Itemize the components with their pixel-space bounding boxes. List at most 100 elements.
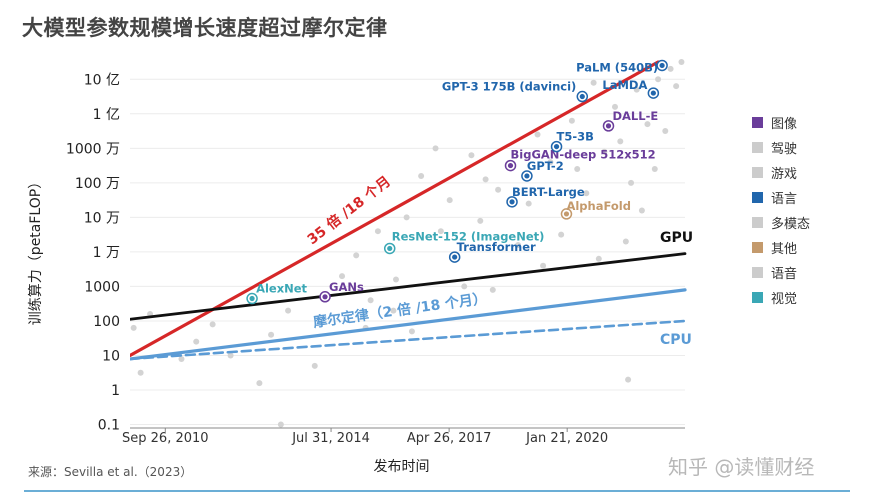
background-point bbox=[461, 283, 468, 290]
background-point bbox=[227, 352, 234, 359]
background-point bbox=[390, 307, 397, 314]
cpu-trend-line bbox=[130, 319, 687, 361]
chart-title: 大模型参数规模增长速度超过摩尔定律 bbox=[22, 16, 388, 40]
background-point bbox=[574, 166, 581, 173]
background-point bbox=[662, 128, 669, 135]
background-point bbox=[374, 228, 381, 235]
watermark: 知乎 @读懂财经 bbox=[668, 455, 815, 479]
background-point bbox=[137, 369, 144, 376]
background-point bbox=[268, 331, 275, 338]
labeled-point bbox=[452, 254, 458, 260]
legend: 图像驾驶游戏语言多模态 其他语音视觉 bbox=[752, 110, 810, 310]
point-label: BERT-Large bbox=[512, 185, 585, 199]
background-point bbox=[558, 231, 565, 238]
background-point bbox=[477, 217, 484, 224]
background-point bbox=[625, 376, 632, 383]
labeled-point bbox=[650, 90, 656, 96]
background-point bbox=[446, 197, 453, 204]
point-label: Transformer bbox=[457, 240, 536, 254]
labeled-point bbox=[553, 143, 560, 150]
legend-swatch bbox=[752, 292, 763, 303]
background-point bbox=[285, 307, 292, 314]
background-point bbox=[311, 362, 318, 369]
point-label: BigGAN-deep 512x512 bbox=[511, 148, 656, 162]
labeled-point bbox=[507, 162, 514, 169]
y-axis-title: 训练算力（petaFLOP） bbox=[28, 175, 44, 325]
labeled-point bbox=[563, 211, 570, 217]
background-point bbox=[256, 380, 263, 387]
legend-label: 视觉 bbox=[771, 292, 798, 307]
background-point bbox=[595, 255, 602, 262]
legend-swatch bbox=[752, 267, 763, 278]
background-point bbox=[651, 166, 658, 173]
legend-item: 语言 bbox=[752, 185, 810, 210]
legend-item: 多模态 bbox=[752, 210, 810, 235]
background-point bbox=[568, 117, 575, 124]
legend-item: 视觉 bbox=[752, 285, 810, 310]
background-point bbox=[534, 131, 541, 138]
background-point bbox=[628, 179, 635, 186]
background-point bbox=[495, 186, 502, 193]
background-point bbox=[547, 159, 554, 166]
legend-item: 图像 bbox=[752, 110, 810, 135]
x-tick-label: Jan 21, 2020 bbox=[525, 431, 608, 446]
background-point bbox=[655, 76, 662, 83]
x-axis-title: 发布时间 bbox=[374, 459, 430, 475]
background-point bbox=[482, 176, 489, 183]
point-label: ResNet-152 (ImageNet) bbox=[392, 229, 545, 243]
background-point bbox=[408, 328, 415, 335]
scatter-chart: 0.1 1 10 100 1000 1 万 10 万 100 万 1000 万 1 亿 10 亿 Se… bbox=[28, 59, 693, 475]
background-point bbox=[277, 421, 284, 428]
background-point bbox=[611, 103, 618, 110]
background-point bbox=[644, 121, 651, 128]
legend-swatch bbox=[752, 142, 763, 153]
bottom-divider bbox=[24, 490, 850, 492]
background-point bbox=[667, 65, 674, 72]
legend-label: 语音 bbox=[771, 267, 798, 282]
x-tick-label: Jul 31, 2014 bbox=[291, 431, 370, 446]
y-tick-label: 1 bbox=[111, 383, 120, 399]
legend-swatch bbox=[752, 117, 763, 128]
background-point bbox=[583, 190, 590, 197]
legend-item: 驾驶 bbox=[752, 135, 810, 160]
background-point bbox=[209, 321, 216, 328]
cpu-label: CPU bbox=[660, 332, 692, 348]
gpu-label: GPU bbox=[660, 230, 693, 246]
background-point bbox=[178, 355, 185, 362]
legend-label: 游戏 bbox=[771, 167, 798, 182]
background-point bbox=[525, 200, 532, 207]
legend-label: 图像 bbox=[771, 117, 798, 132]
labeled-point bbox=[524, 173, 530, 179]
background-point bbox=[437, 228, 444, 235]
background-point bbox=[367, 297, 374, 304]
point-label: GPT-2 bbox=[527, 159, 564, 173]
point-label: PaLM (540B) bbox=[576, 60, 658, 74]
legend-swatch bbox=[752, 242, 763, 253]
y-tick-label: 1 亿 bbox=[93, 107, 120, 123]
legend-label: 语言 bbox=[771, 192, 798, 207]
x-tick-label: Sep 26, 2010 bbox=[122, 431, 209, 446]
y-tick-label: 1 万 bbox=[93, 245, 120, 261]
background-point bbox=[515, 242, 522, 248]
legend-item: 其他 bbox=[752, 235, 810, 260]
background-point bbox=[130, 324, 137, 331]
background-point bbox=[418, 172, 425, 179]
gpu-trend-line bbox=[130, 252, 687, 321]
background-point bbox=[590, 79, 597, 86]
background-point bbox=[432, 145, 439, 152]
y-tick-label: 10 bbox=[102, 348, 120, 364]
y-tick-label: 100 万 bbox=[75, 176, 120, 192]
background-point bbox=[678, 59, 685, 65]
y-tick-label: 100 bbox=[93, 314, 120, 330]
background-point bbox=[339, 273, 346, 280]
background-point bbox=[601, 148, 608, 155]
point-label: T5-3B bbox=[557, 130, 594, 144]
exponential-trend-line bbox=[130, 60, 660, 358]
labeled-point bbox=[322, 294, 328, 300]
legend-item: 语音 bbox=[752, 260, 810, 285]
labeled-point bbox=[579, 93, 585, 100]
legend-swatch bbox=[752, 217, 763, 228]
point-label: GANs bbox=[329, 280, 364, 294]
background-point bbox=[193, 338, 200, 345]
background-point bbox=[622, 238, 629, 245]
